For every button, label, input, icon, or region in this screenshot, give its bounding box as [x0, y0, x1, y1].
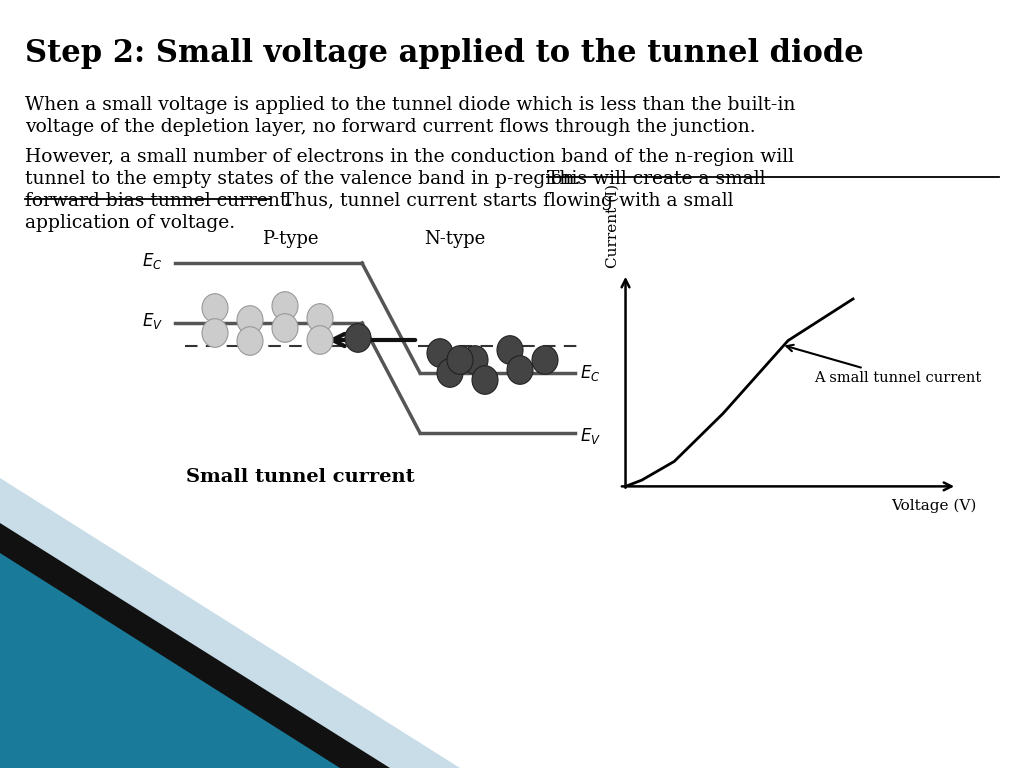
Ellipse shape — [472, 366, 498, 394]
Ellipse shape — [345, 323, 371, 353]
Text: Thus, tunnel current starts flowing with a small: Thus, tunnel current starts flowing with… — [270, 192, 733, 210]
Ellipse shape — [202, 293, 228, 323]
Text: Small tunnel current: Small tunnel current — [185, 468, 415, 486]
Text: This will create a small: This will create a small — [547, 170, 766, 188]
Ellipse shape — [437, 359, 463, 387]
Text: tunnel to the empty states of the valence band in p-region.: tunnel to the empty states of the valenc… — [25, 170, 587, 188]
Text: forward bias tunnel current.: forward bias tunnel current. — [25, 192, 293, 210]
Ellipse shape — [532, 346, 558, 374]
Text: voltage of the depletion layer, no forward current flows through the junction.: voltage of the depletion layer, no forwa… — [25, 118, 756, 136]
Text: A small tunnel current: A small tunnel current — [786, 345, 981, 385]
Polygon shape — [0, 478, 460, 768]
Text: Voltage (V): Voltage (V) — [891, 499, 977, 513]
Ellipse shape — [202, 319, 228, 347]
Text: When a small voltage is applied to the tunnel diode which is less than the built: When a small voltage is applied to the t… — [25, 96, 796, 114]
Ellipse shape — [272, 313, 298, 343]
Ellipse shape — [462, 346, 488, 374]
Text: Current (I): Current (I) — [605, 184, 620, 268]
Text: N-type: N-type — [424, 230, 485, 248]
Polygon shape — [0, 553, 340, 768]
Polygon shape — [0, 523, 390, 768]
Ellipse shape — [237, 326, 263, 356]
Ellipse shape — [272, 292, 298, 320]
Text: $E_V$: $E_V$ — [580, 426, 601, 446]
Text: $E_C$: $E_C$ — [142, 251, 163, 271]
Text: P-type: P-type — [262, 230, 318, 248]
Ellipse shape — [447, 346, 473, 374]
Ellipse shape — [237, 306, 263, 334]
Text: application of voltage.: application of voltage. — [25, 214, 236, 232]
Ellipse shape — [507, 356, 534, 384]
Text: $E_V$: $E_V$ — [142, 311, 163, 331]
Text: However, a small number of electrons in the conduction band of the n-region will: However, a small number of electrons in … — [25, 148, 794, 166]
Text: Step 2: Small voltage applied to the tunnel diode: Step 2: Small voltage applied to the tun… — [25, 38, 864, 69]
Ellipse shape — [307, 303, 333, 333]
Ellipse shape — [427, 339, 453, 367]
Ellipse shape — [307, 326, 333, 354]
Ellipse shape — [497, 336, 523, 364]
Polygon shape — [0, 553, 340, 768]
Text: $E_C$: $E_C$ — [580, 363, 601, 383]
